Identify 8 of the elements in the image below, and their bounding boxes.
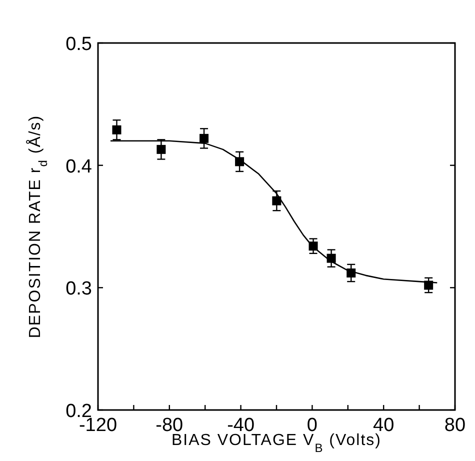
- point: [156, 144, 166, 154]
- y-tick-label: 0.4: [66, 156, 92, 178]
- y-tick-label: 0.5: [66, 34, 92, 55]
- x-tick-label: 80: [444, 415, 466, 436]
- point: [200, 134, 209, 143]
- point: [272, 196, 282, 206]
- y-tick-label: 0.3: [66, 278, 92, 300]
- point: [112, 125, 122, 134]
